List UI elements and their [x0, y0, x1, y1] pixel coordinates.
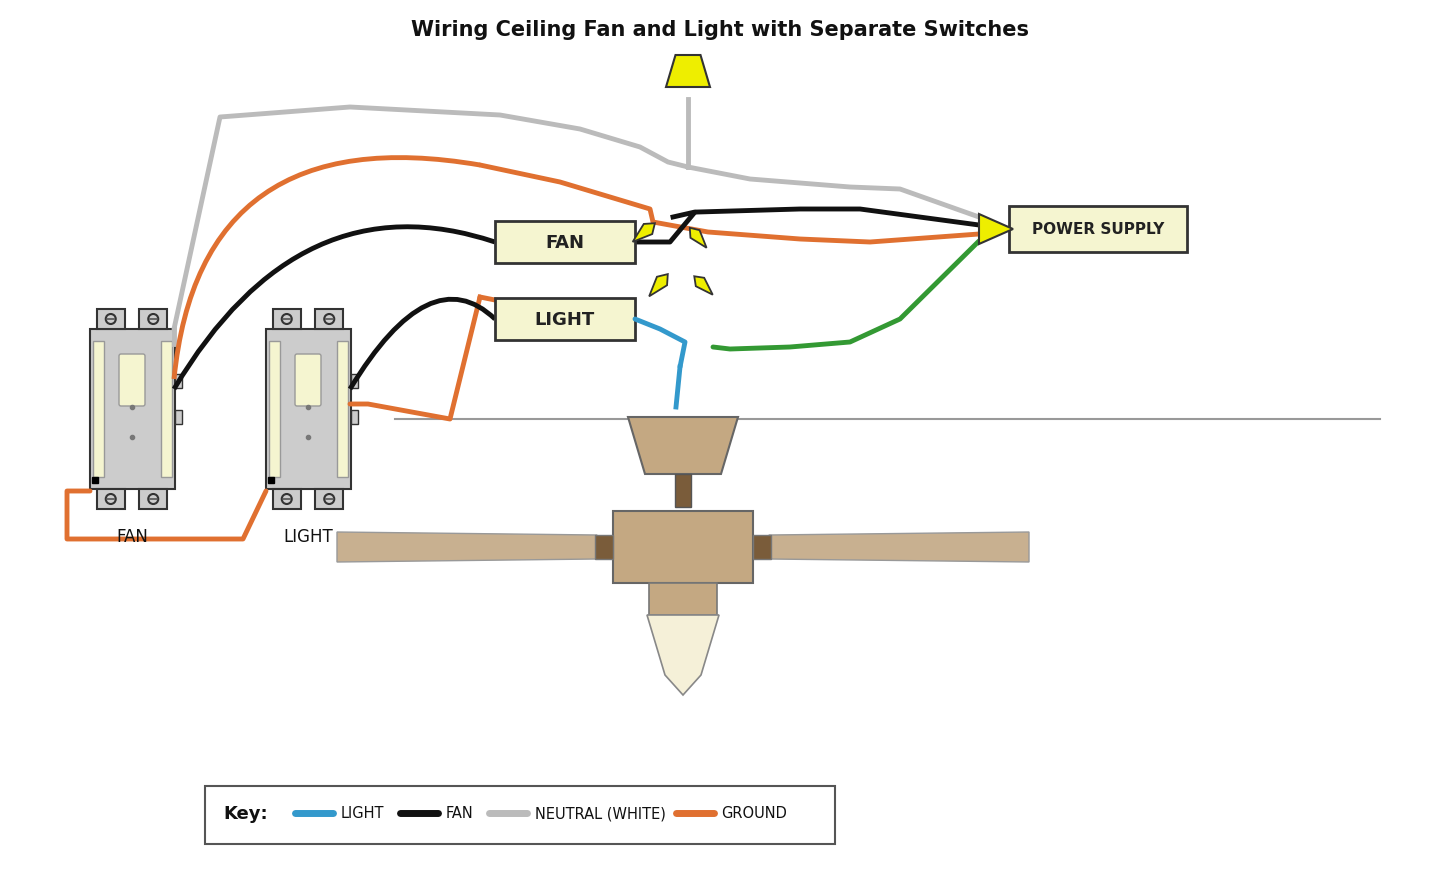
FancyBboxPatch shape [96, 489, 125, 510]
Polygon shape [694, 277, 713, 296]
FancyBboxPatch shape [89, 330, 174, 489]
FancyBboxPatch shape [649, 583, 717, 616]
Bar [675, 474, 691, 508]
FancyBboxPatch shape [92, 342, 104, 477]
FancyBboxPatch shape [268, 342, 279, 477]
Text: Key:: Key: [223, 804, 268, 822]
FancyBboxPatch shape [265, 330, 350, 489]
FancyBboxPatch shape [272, 489, 301, 510]
Polygon shape [647, 616, 719, 695]
Text: FAN: FAN [446, 806, 474, 821]
FancyBboxPatch shape [174, 374, 181, 389]
FancyBboxPatch shape [204, 786, 835, 844]
FancyBboxPatch shape [595, 535, 613, 560]
FancyBboxPatch shape [272, 310, 301, 330]
FancyBboxPatch shape [337, 342, 347, 477]
FancyBboxPatch shape [96, 310, 125, 330]
Circle shape [282, 315, 292, 324]
Text: FAN: FAN [117, 527, 148, 545]
FancyBboxPatch shape [120, 354, 145, 407]
Polygon shape [628, 417, 737, 474]
Text: GROUND: GROUND [721, 806, 788, 821]
FancyBboxPatch shape [140, 489, 167, 510]
Circle shape [148, 495, 158, 504]
Circle shape [148, 315, 158, 324]
FancyBboxPatch shape [495, 299, 635, 340]
FancyBboxPatch shape [350, 374, 357, 389]
FancyBboxPatch shape [315, 489, 343, 510]
Polygon shape [632, 224, 655, 243]
Polygon shape [665, 56, 710, 88]
Polygon shape [649, 275, 668, 297]
Text: LIGHT: LIGHT [284, 527, 333, 545]
Polygon shape [769, 532, 1030, 562]
Text: POWER SUPPLY: POWER SUPPLY [1032, 222, 1164, 238]
FancyBboxPatch shape [160, 342, 171, 477]
Polygon shape [690, 229, 707, 248]
Text: LIGHT: LIGHT [534, 310, 595, 329]
FancyBboxPatch shape [753, 535, 770, 560]
FancyBboxPatch shape [1009, 207, 1187, 253]
FancyBboxPatch shape [174, 410, 181, 424]
FancyBboxPatch shape [613, 511, 753, 583]
Text: Wiring Ceiling Fan and Light with Separate Switches: Wiring Ceiling Fan and Light with Separa… [410, 20, 1030, 40]
FancyBboxPatch shape [295, 354, 321, 407]
Circle shape [105, 495, 115, 504]
Circle shape [324, 495, 334, 504]
Text: LIGHT: LIGHT [341, 806, 384, 821]
Polygon shape [337, 532, 598, 562]
FancyBboxPatch shape [315, 310, 343, 330]
Text: NEUTRAL (WHITE): NEUTRAL (WHITE) [534, 806, 665, 821]
FancyBboxPatch shape [350, 410, 357, 424]
Text: FAN: FAN [546, 234, 585, 252]
Circle shape [105, 315, 115, 324]
FancyBboxPatch shape [140, 310, 167, 330]
Circle shape [282, 495, 292, 504]
Circle shape [324, 315, 334, 324]
FancyBboxPatch shape [495, 222, 635, 264]
Polygon shape [979, 215, 1012, 245]
